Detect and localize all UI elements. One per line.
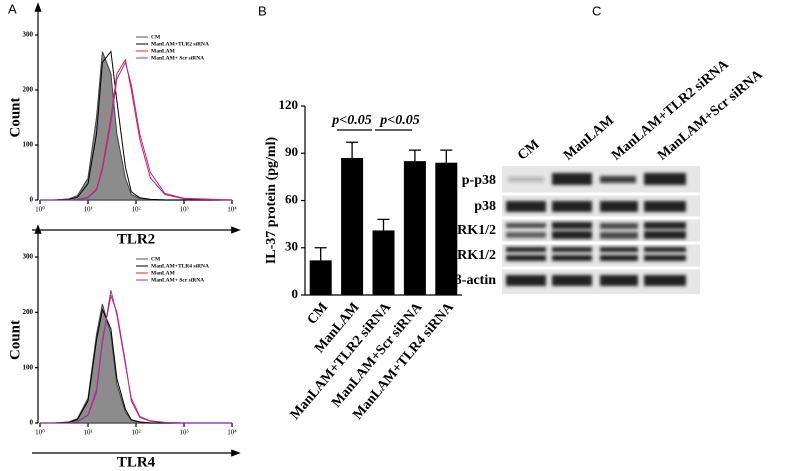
y-tick-label: 120: [279, 97, 299, 112]
row-label: p-p38: [462, 173, 496, 188]
histogram-line: [40, 61, 233, 201]
bar: [309, 260, 332, 295]
bar: [435, 162, 458, 295]
x-tick-label: 10¹: [83, 429, 92, 437]
panel-label: B: [258, 3, 267, 18]
x-axis-label: TLR2: [117, 231, 155, 247]
y-tick-label: 300: [23, 253, 34, 261]
histogram-line: [40, 51, 232, 201]
row-label: pERK1/2: [440, 223, 496, 238]
histogram-line: [40, 307, 232, 424]
legend-label: ManLAM+TLR2 siRNA: [151, 41, 209, 47]
error-bar: [314, 247, 327, 261]
error-bar: [440, 149, 453, 163]
legend-label: CM: [151, 34, 161, 40]
y-tick-label: 0: [30, 196, 34, 204]
y-tick-label: 200: [23, 86, 34, 94]
histogram-line: [40, 303, 232, 424]
x-tick-label: 10³: [179, 429, 188, 437]
x-tick-label: 10⁴: [227, 429, 237, 437]
x-tick-label: 10⁴: [227, 206, 237, 214]
row-label: p38: [474, 199, 496, 214]
panel-label: A: [8, 1, 17, 16]
column-label: CM: [515, 137, 543, 163]
x-tick-label: 10⁰: [35, 429, 45, 437]
x-tick-label: 10⁰: [35, 206, 45, 214]
y-tick-label: 100: [23, 363, 34, 371]
x-tick-label: 10²: [131, 429, 140, 437]
histogram-line: [40, 290, 232, 424]
row-label: ERK1/2: [448, 248, 496, 263]
bar: [341, 157, 364, 295]
legend-label: ManLAM+ Scr siRNA: [151, 55, 204, 61]
annotation: p<0.05: [331, 113, 371, 128]
error-bar: [346, 141, 359, 158]
y-axis-label: IL-37 protein (pg/ml): [264, 137, 279, 265]
x-axis-label: TLR4: [117, 454, 156, 470]
legend-label: CM: [151, 256, 161, 262]
y-tick-label: 300: [23, 31, 34, 39]
column-label: ManLAM: [561, 113, 617, 163]
legend-label: ManLAM: [151, 270, 176, 276]
bar: [403, 161, 426, 295]
legend-label: ManLAM+TLR4 siRNA: [151, 263, 209, 269]
blot-image: [502, 166, 700, 294]
y-tick-label: 100: [23, 141, 34, 149]
histogram-line: [40, 50, 232, 201]
x-tick-label: CM: [305, 300, 331, 328]
bar: [372, 230, 395, 295]
y-tick-label: 200: [23, 308, 34, 316]
x-tick-label: 10²: [131, 206, 140, 214]
x-tick-label: 10¹: [83, 206, 92, 214]
x-tick-label: 10³: [179, 206, 188, 214]
legend-label: ManLAM+ Scr siRNA: [151, 277, 204, 283]
y-axis-label: Count: [7, 320, 23, 360]
y-tick-label: 0: [30, 419, 34, 427]
error-bar: [377, 218, 390, 231]
error-bar: [408, 149, 421, 162]
annotation: p<0.05: [379, 113, 419, 128]
histogram-line: [40, 58, 233, 201]
row-label: β-actin: [454, 273, 496, 288]
legend-label: ManLAM: [151, 48, 176, 54]
panel-label: C: [592, 3, 601, 18]
y-tick-label: 30: [285, 239, 298, 254]
y-tick-label: 0: [292, 286, 299, 301]
histogram-line: [40, 293, 232, 424]
y-tick-label: 90: [285, 144, 298, 159]
y-axis-label: Count: [7, 97, 23, 137]
y-tick-label: 60: [285, 191, 298, 206]
